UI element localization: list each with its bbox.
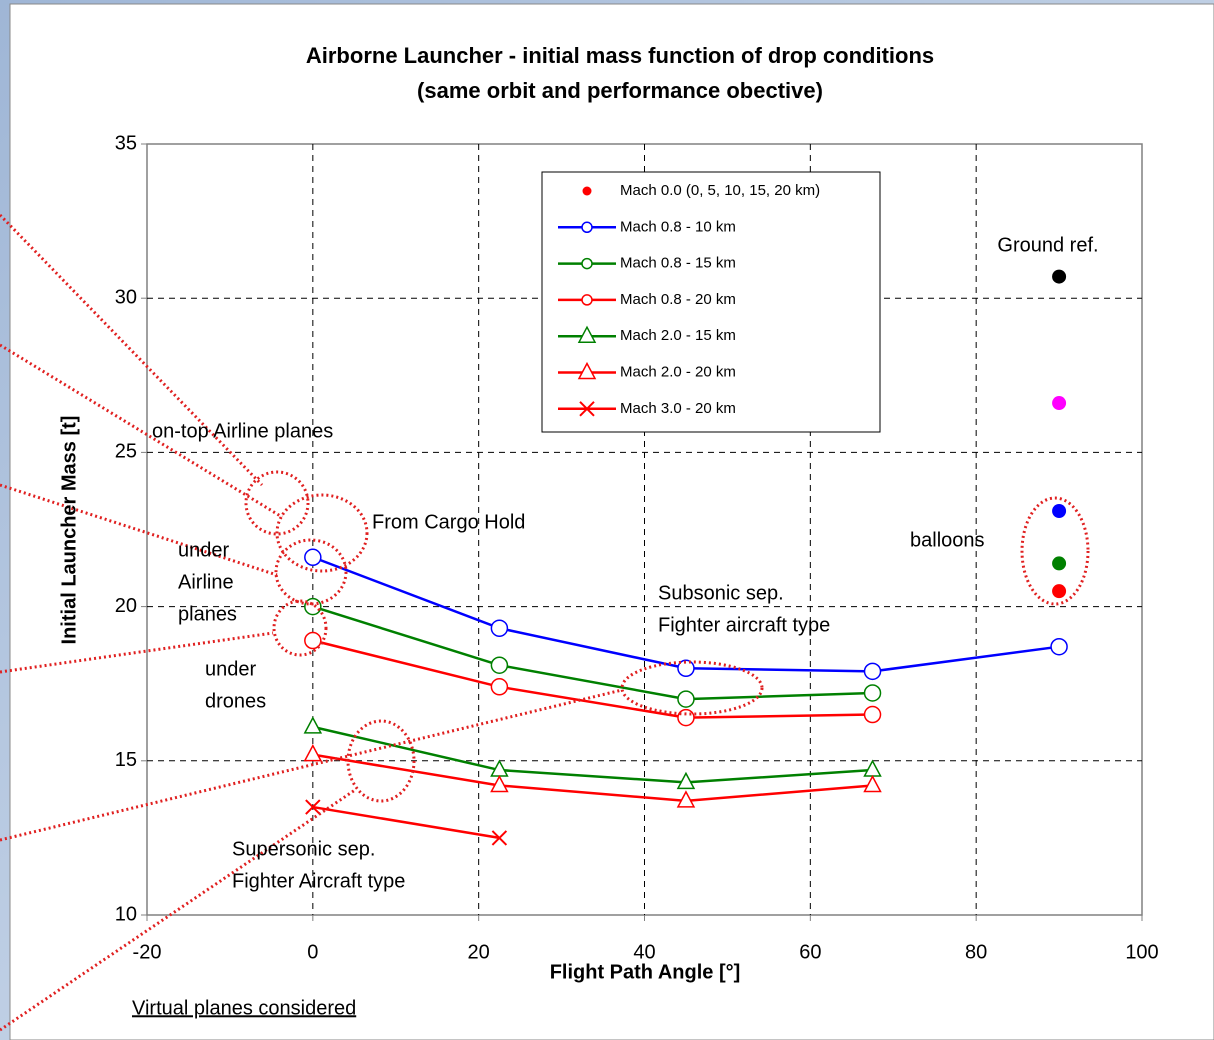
pointer [0, 343, 283, 519]
x-tick-label: 0 [307, 941, 318, 963]
region [272, 599, 328, 657]
point [1052, 503, 1067, 518]
point [303, 744, 323, 762]
legend-marker [582, 186, 592, 196]
chart-subtitle: (same orbit and performance obective) [417, 78, 823, 103]
legend-label: Mach 2.0 - 20 km [620, 363, 736, 380]
region [275, 493, 369, 573]
annotation: Supersonic sep. [232, 838, 375, 860]
annotation-shapes [0, 213, 1090, 1032]
legend-label: Mach 0.8 - 20 km [620, 291, 736, 308]
legend-marker [581, 221, 593, 234]
region [274, 538, 348, 606]
series-line [312, 605, 873, 701]
pointer [0, 631, 274, 674]
pointer [0, 483, 278, 577]
annotation: planes [178, 603, 237, 625]
point [305, 799, 321, 815]
point [863, 662, 882, 681]
y-tick-label: 30 [115, 286, 137, 308]
point [676, 771, 696, 790]
y-tick-label: 15 [115, 749, 137, 771]
point [490, 656, 509, 674]
x-tick-label: 40 [633, 941, 655, 963]
legend-marker [579, 401, 595, 417]
point [863, 705, 882, 724]
point [677, 659, 695, 678]
annotation: under [205, 658, 256, 680]
annotation: balloons [910, 529, 985, 551]
series-line [312, 639, 873, 719]
point [1052, 556, 1067, 571]
point [863, 774, 882, 793]
y-axis-label: Initial Launcher Mass [t] [58, 416, 80, 645]
annotation: Subsonic sep. [658, 582, 784, 604]
series-line [312, 725, 873, 784]
annotation: on-top Airline planes [152, 420, 333, 442]
point [1050, 637, 1068, 656]
point [304, 548, 322, 567]
chart-title: Airborne Launcher - initial mass functio… [306, 43, 934, 68]
region [244, 470, 310, 536]
point [863, 684, 882, 702]
legend-marker [577, 361, 597, 380]
legend-box [541, 171, 881, 433]
point [1052, 584, 1067, 599]
pointer [0, 688, 623, 842]
point [303, 716, 323, 734]
x-tick-label: -20 [133, 941, 162, 963]
legend-marker [581, 257, 593, 270]
point [676, 790, 696, 808]
point [491, 830, 508, 846]
x-tick-label: 100 [1125, 941, 1158, 963]
y-tick-label: 25 [115, 441, 137, 463]
series-line [312, 805, 500, 840]
point [490, 774, 509, 793]
y-tick-label: 35 [115, 132, 137, 154]
x-axis-label: Flight Path Angle [°] [550, 961, 741, 983]
legend-label: Mach 0.8 - 15 km [620, 255, 736, 272]
pointer [0, 788, 356, 1032]
annotation: Ground ref. [997, 234, 1098, 256]
legend-label: Mach 2.0 - 15 km [620, 327, 736, 344]
x-tick-label: 60 [799, 941, 821, 963]
y-tick-label: 10 [115, 903, 137, 925]
point [304, 631, 322, 650]
point [1052, 396, 1067, 411]
annotation: Fighter Aircraft type [232, 870, 405, 892]
point [1052, 269, 1067, 284]
annotation: Virtual planes considered [132, 997, 356, 1019]
point [677, 708, 695, 727]
legend-marker [577, 325, 597, 343]
legend: Mach 0.0 (0, 5, 10, 15, 20 km) Mach 0.8 -… [541, 171, 881, 433]
series-line [312, 753, 873, 803]
region [620, 660, 764, 716]
annotation: Fighter aircraft type [658, 614, 830, 636]
legend-label: Mach 3.0 - 20 km [620, 400, 736, 417]
point [490, 678, 509, 696]
region [346, 719, 416, 803]
x-tick-label: 20 [468, 941, 490, 963]
y-tick-label: 20 [115, 595, 137, 617]
annotation: Airline [178, 571, 234, 593]
region [1020, 496, 1090, 606]
annotation: under [178, 539, 229, 561]
point [490, 619, 509, 637]
x-tick-label: 80 [965, 941, 987, 963]
legend-label: Mach 0.0 (0, 5, 10, 15, 20 km) [620, 182, 820, 199]
point [677, 690, 695, 708]
legend-label: Mach 0.8 - 10 km [620, 218, 736, 235]
annotation: drones [205, 690, 266, 712]
annotation: From Cargo Hold [372, 511, 525, 533]
legend-marker [581, 294, 593, 306]
